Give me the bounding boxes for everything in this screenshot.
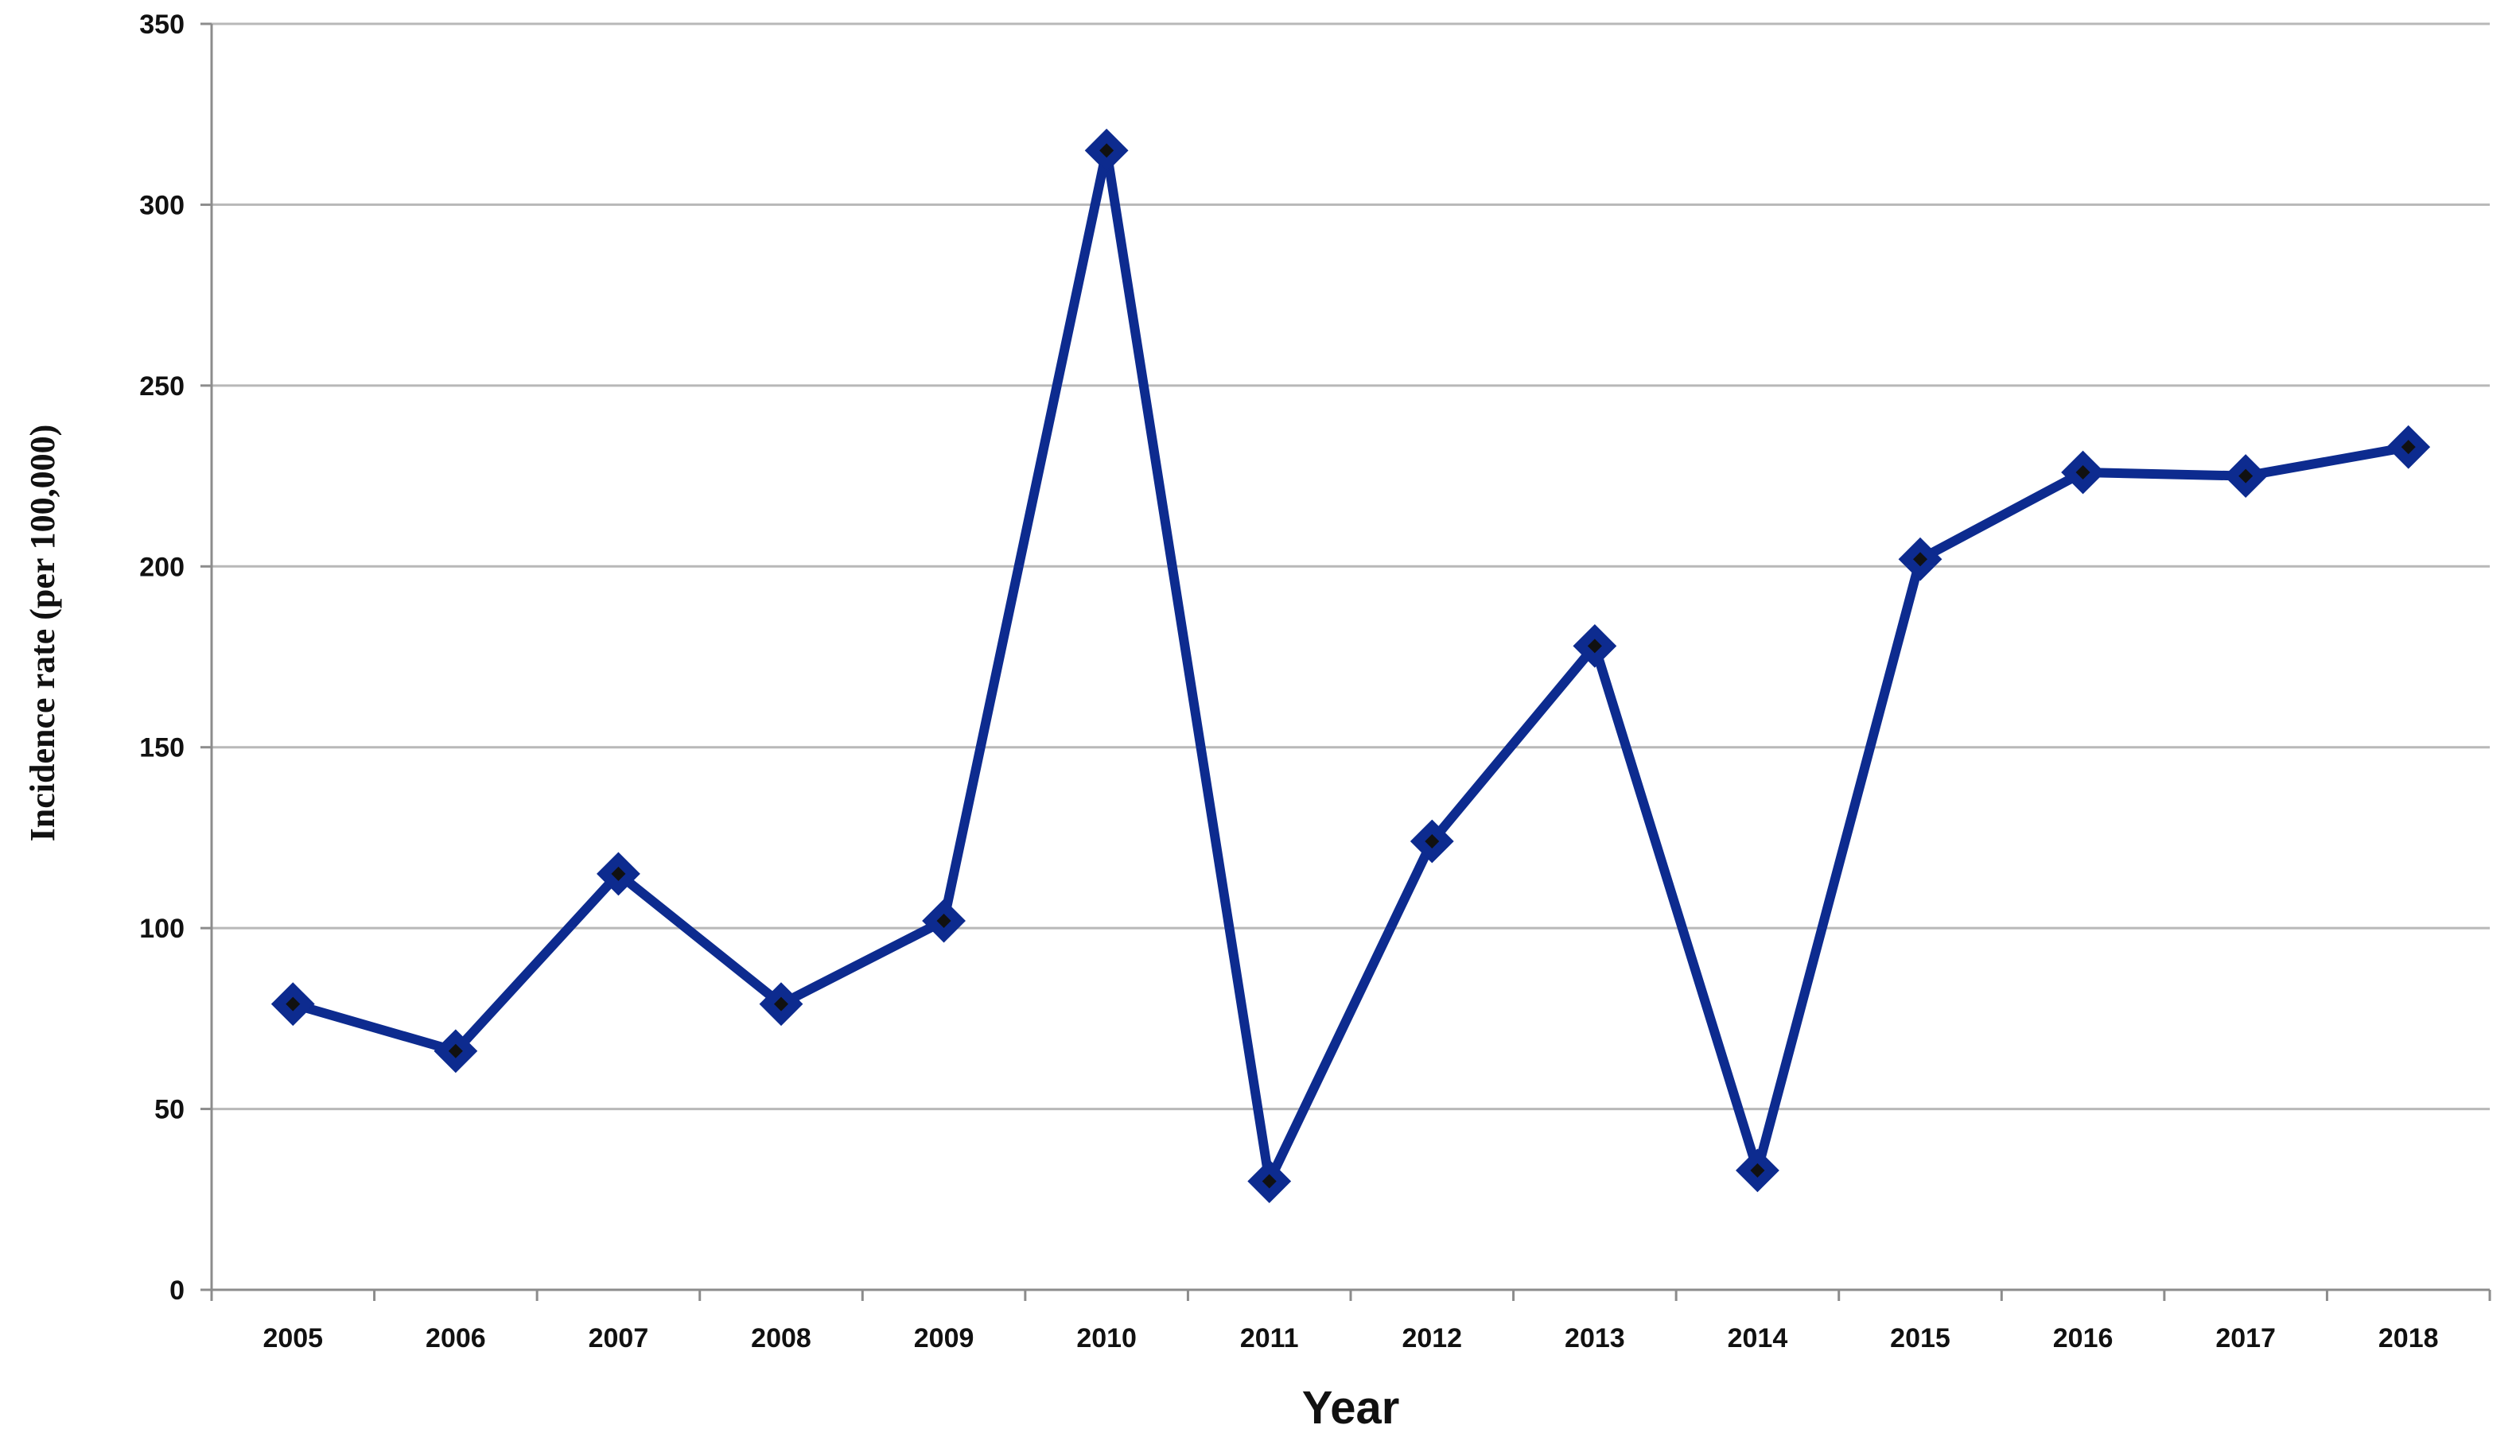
data-point	[922, 899, 966, 943]
x-tick-label: 2006	[426, 1323, 486, 1353]
data-points	[270, 128, 2431, 1203]
y-tick-label: 200	[139, 552, 185, 582]
y-tick-label: 350	[139, 10, 185, 40]
data-point	[1247, 1159, 1292, 1203]
marker-center	[286, 996, 301, 1011]
marker-center	[1913, 552, 1927, 567]
x-tick-label: 2012	[1402, 1323, 1462, 1353]
data-point	[1736, 1148, 1779, 1193]
y-tick-label: 100	[139, 914, 185, 944]
marker-center	[2238, 468, 2254, 483]
marker-center	[1262, 1174, 1277, 1189]
x-axis-ticks: 2005 2006 2007 2008 2009 2010 2011 2012 2013 2014…	[210, 1290, 2491, 1353]
x-tick-label: 2010	[1076, 1323, 1137, 1353]
data-point	[2386, 425, 2431, 469]
x-tick-label: 2005	[262, 1323, 323, 1353]
data-point	[1898, 537, 1942, 581]
marker-center	[2401, 440, 2416, 455]
series-line	[288, 146, 2413, 1186]
data-point	[759, 982, 803, 1027]
data-point	[2223, 454, 2268, 498]
x-tick-label: 2013	[1565, 1323, 1625, 1353]
y-axis-title: Incidence rate (per 100,000)	[23, 425, 62, 842]
data-point	[2061, 450, 2105, 495]
data-point	[270, 982, 315, 1027]
series	[288, 146, 2413, 1186]
y-tick-label: 150	[139, 733, 185, 763]
x-tick-label: 2007	[589, 1323, 649, 1353]
y-tick-label: 0	[169, 1275, 185, 1306]
marker-center	[2075, 465, 2090, 480]
marker-center	[1587, 639, 1602, 654]
y-tick-label: 250	[139, 371, 185, 402]
y-axis-ticks: 0 50 100 150 200 250 300 350	[139, 10, 212, 1306]
data-point	[1410, 819, 1454, 864]
gridlines	[212, 22, 2490, 1111]
data-point	[434, 1029, 478, 1074]
y-tick-label: 300	[139, 190, 185, 220]
marker-center	[1750, 1163, 1765, 1178]
x-tick-label: 2016	[2053, 1323, 2114, 1353]
data-point	[597, 852, 640, 896]
x-tick-label: 2008	[751, 1323, 811, 1353]
data-point	[1573, 623, 1617, 668]
x-axis-title: Year	[1302, 1382, 1400, 1434]
x-tick-label: 2014	[1728, 1323, 1788, 1353]
axes	[210, 24, 2490, 1291]
marker-center	[1099, 143, 1114, 158]
marker-center	[448, 1043, 463, 1058]
marker-center	[1425, 833, 1440, 848]
marker-center	[774, 996, 788, 1011]
y-tick-label: 50	[154, 1095, 185, 1125]
x-tick-label: 2018	[2378, 1323, 2439, 1353]
data-point	[1084, 128, 1129, 173]
x-tick-label: 2017	[2215, 1323, 2276, 1353]
x-tick-label: 2015	[1890, 1323, 1950, 1353]
x-tick-label: 2009	[914, 1323, 974, 1353]
marker-center	[936, 914, 951, 929]
x-tick-label: 2011	[1240, 1323, 1299, 1353]
marker-center	[611, 866, 626, 881]
